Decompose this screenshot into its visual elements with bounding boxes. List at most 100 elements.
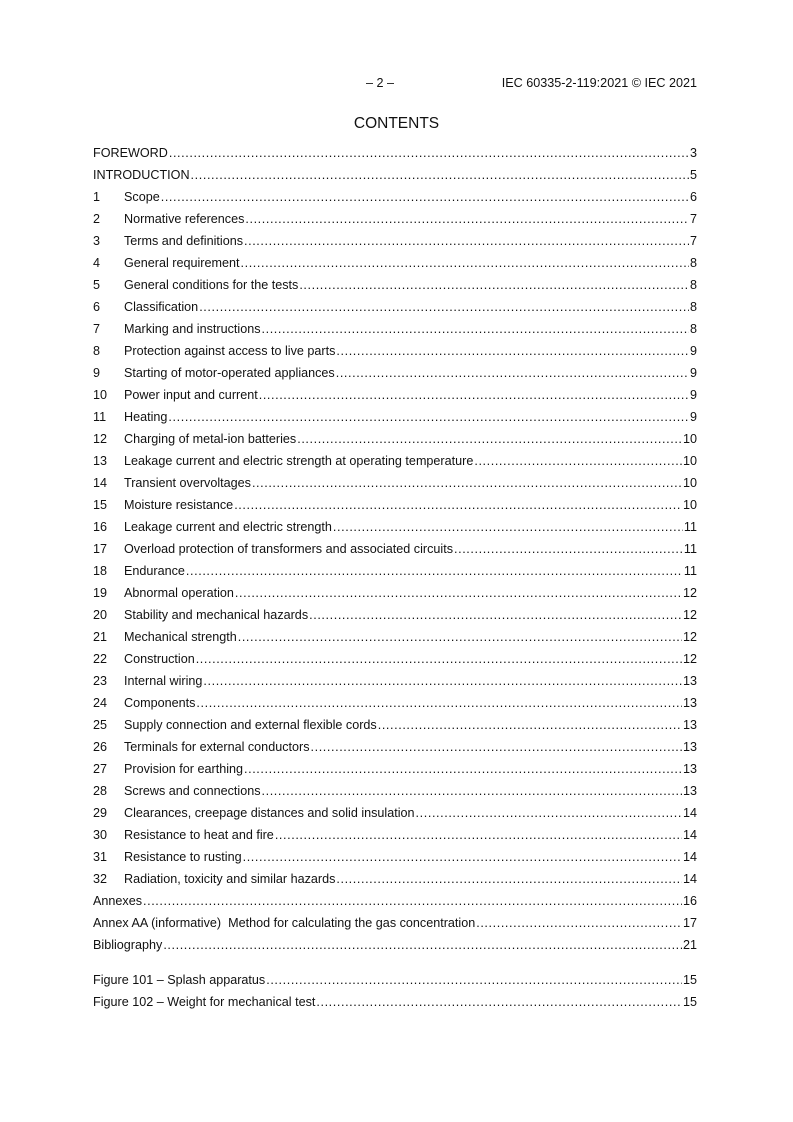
entry-page: 13	[682, 718, 697, 732]
dot-leader	[309, 604, 682, 626]
entry-label: Annexes	[93, 894, 143, 908]
entry-label: Internal wiring	[124, 674, 203, 688]
toc-entry[interactable]: 11 Heating 9	[93, 406, 697, 428]
toc-entry[interactable]: 31 Resistance to rusting 14	[93, 846, 697, 868]
toc-entry[interactable]: 4 General requirement 8	[93, 252, 697, 274]
entry-label: Starting of motor-operated appliances	[124, 366, 335, 380]
dot-leader	[311, 736, 682, 758]
toc-entry[interactable]: Annex AA (informative) Method for calcul…	[93, 912, 697, 934]
entry-label: Terminals for external conductors	[124, 740, 310, 754]
entry-page: 7	[689, 234, 697, 248]
entry-page: 13	[682, 762, 697, 776]
toc-entry[interactable]: 22 Construction 12	[93, 648, 697, 670]
entry-label: Charging of metal-ion batteries	[124, 432, 297, 446]
toc-entry[interactable]: 23 Internal wiring 13	[93, 670, 697, 692]
entry-label: Provision for earthing	[124, 762, 244, 776]
entry-label: Mechanical strength	[124, 630, 237, 644]
entry-page: 11	[683, 564, 697, 578]
entry-page: 11	[683, 520, 697, 534]
toc-entry[interactable]: 15 Moisture resistance 10	[93, 494, 697, 516]
entry-label: Terms and definitions	[124, 234, 244, 248]
toc-entry[interactable]: 25 Supply connection and external flexibl…	[93, 714, 697, 736]
entry-number: 13	[93, 454, 108, 468]
entry-page: 12	[682, 586, 697, 600]
entry-page: 11	[683, 542, 697, 556]
toc-entry[interactable]: 7 Marking and instructions 8	[93, 318, 697, 340]
entry-number: 11	[93, 410, 107, 424]
toc-entry[interactable]: 18 Endurance 11	[93, 560, 697, 582]
toc-entry[interactable]: 6 Classification 8	[93, 296, 697, 318]
dot-leader	[196, 692, 682, 714]
toc-entry[interactable]: 13 Leakage current and electric strength …	[93, 450, 697, 472]
entry-label: Construction	[124, 652, 195, 666]
dot-leader	[244, 758, 682, 780]
entry-number: 4	[93, 256, 101, 270]
entry-number: 16	[93, 520, 108, 534]
toc-entry[interactable]: INTRODUCTION 5	[93, 164, 697, 186]
entry-label: Scope	[124, 190, 160, 204]
entry-label: Clearances, creepage distances and solid…	[124, 806, 415, 820]
toc-entry[interactable]: 14 Transient overvoltages 10	[93, 472, 697, 494]
toc-entry[interactable]: 12 Charging of metal-ion batteries 10	[93, 428, 697, 450]
entry-page: 13	[682, 740, 697, 754]
entry-label: Protection against access to live parts	[124, 344, 336, 358]
page-number: – 2 –	[366, 76, 395, 90]
toc-entry[interactable]: 8 Protection against access to live parts…	[93, 340, 697, 362]
entry-page: 15	[682, 973, 697, 987]
entry-label: Heating	[124, 410, 168, 424]
dot-leader	[262, 318, 689, 340]
dot-leader	[299, 274, 689, 296]
dot-leader	[199, 296, 689, 318]
toc-entry[interactable]: 2 Normative references 7	[93, 208, 697, 230]
entry-number: 31	[93, 850, 108, 864]
toc-entry[interactable]: 1 Scope 6	[93, 186, 697, 208]
toc-entry[interactable]: 30 Resistance to heat and fire 14	[93, 824, 697, 846]
toc-entry[interactable]: 17 Overload protection of transformers an…	[93, 538, 697, 560]
toc-entry[interactable]: 28 Screws and connections 13	[93, 780, 697, 802]
dot-leader	[476, 912, 682, 934]
entry-page: 15	[682, 995, 697, 1009]
entry-label: Normative references	[124, 212, 245, 226]
entry-number: 29	[93, 806, 108, 820]
toc-entry[interactable]: Figure 101 – Splash apparatus 15	[93, 969, 697, 991]
toc-entry[interactable]: 9 Starting of motor-operated appliances 9	[93, 362, 697, 384]
toc-entry[interactable]: 20 Stability and mechanical hazards 12	[93, 604, 697, 626]
toc-entry[interactable]: 21 Mechanical strength 12	[93, 626, 697, 648]
dot-leader	[378, 714, 682, 736]
entry-page: 14	[682, 872, 697, 886]
entry-page: 17	[682, 916, 697, 930]
entry-label: Endurance	[124, 564, 185, 578]
entry-label: Power input and current	[124, 388, 258, 402]
toc-entry[interactable]: Annexes 16	[93, 890, 697, 912]
entry-number: 25	[93, 718, 108, 732]
toc-entry[interactable]: 26 Terminals for external conductors 13	[93, 736, 697, 758]
dot-leader	[336, 362, 689, 384]
dot-leader	[336, 868, 682, 890]
dot-leader	[234, 494, 682, 516]
toc-entry[interactable]: FOREWORD 3	[93, 142, 697, 164]
entry-label: Supply connection and external flexible …	[124, 718, 377, 732]
toc-entry[interactable]: Bibliography 21	[93, 934, 697, 956]
entry-number: 30	[93, 828, 108, 842]
toc-entry[interactable]: 29 Clearances, creepage distances and sol…	[93, 802, 697, 824]
toc-entry[interactable]: 19 Abnormal operation 12	[93, 582, 697, 604]
toc-entry[interactable]: 24 Components 13	[93, 692, 697, 714]
entry-label: Transient overvoltages	[124, 476, 251, 490]
toc-entry[interactable]: 3 Terms and definitions 7	[93, 230, 697, 252]
entry-label: General conditions for the tests	[124, 278, 299, 292]
toc-entry[interactable]: 16 Leakage current and electric strength 1…	[93, 516, 697, 538]
entry-page: 9	[689, 388, 697, 402]
toc-entry[interactable]: Figure 102 – Weight for mechanical test 1…	[93, 991, 697, 1013]
entry-number: 3	[93, 234, 101, 248]
entry-page: 8	[689, 278, 697, 292]
toc-entry[interactable]: 10 Power input and current 9	[93, 384, 697, 406]
entry-label: Moisture resistance	[124, 498, 234, 512]
entry-label: Resistance to heat and fire	[124, 828, 274, 842]
entry-page: 6	[689, 190, 697, 204]
dot-leader	[143, 890, 682, 912]
toc-entry[interactable]: 27 Provision for earthing 13	[93, 758, 697, 780]
dot-leader	[252, 472, 682, 494]
toc-entry[interactable]: 5 General conditions for the tests 8	[93, 274, 697, 296]
toc-entry[interactable]: 32 Radiation, toxicity and similar hazard…	[93, 868, 697, 890]
